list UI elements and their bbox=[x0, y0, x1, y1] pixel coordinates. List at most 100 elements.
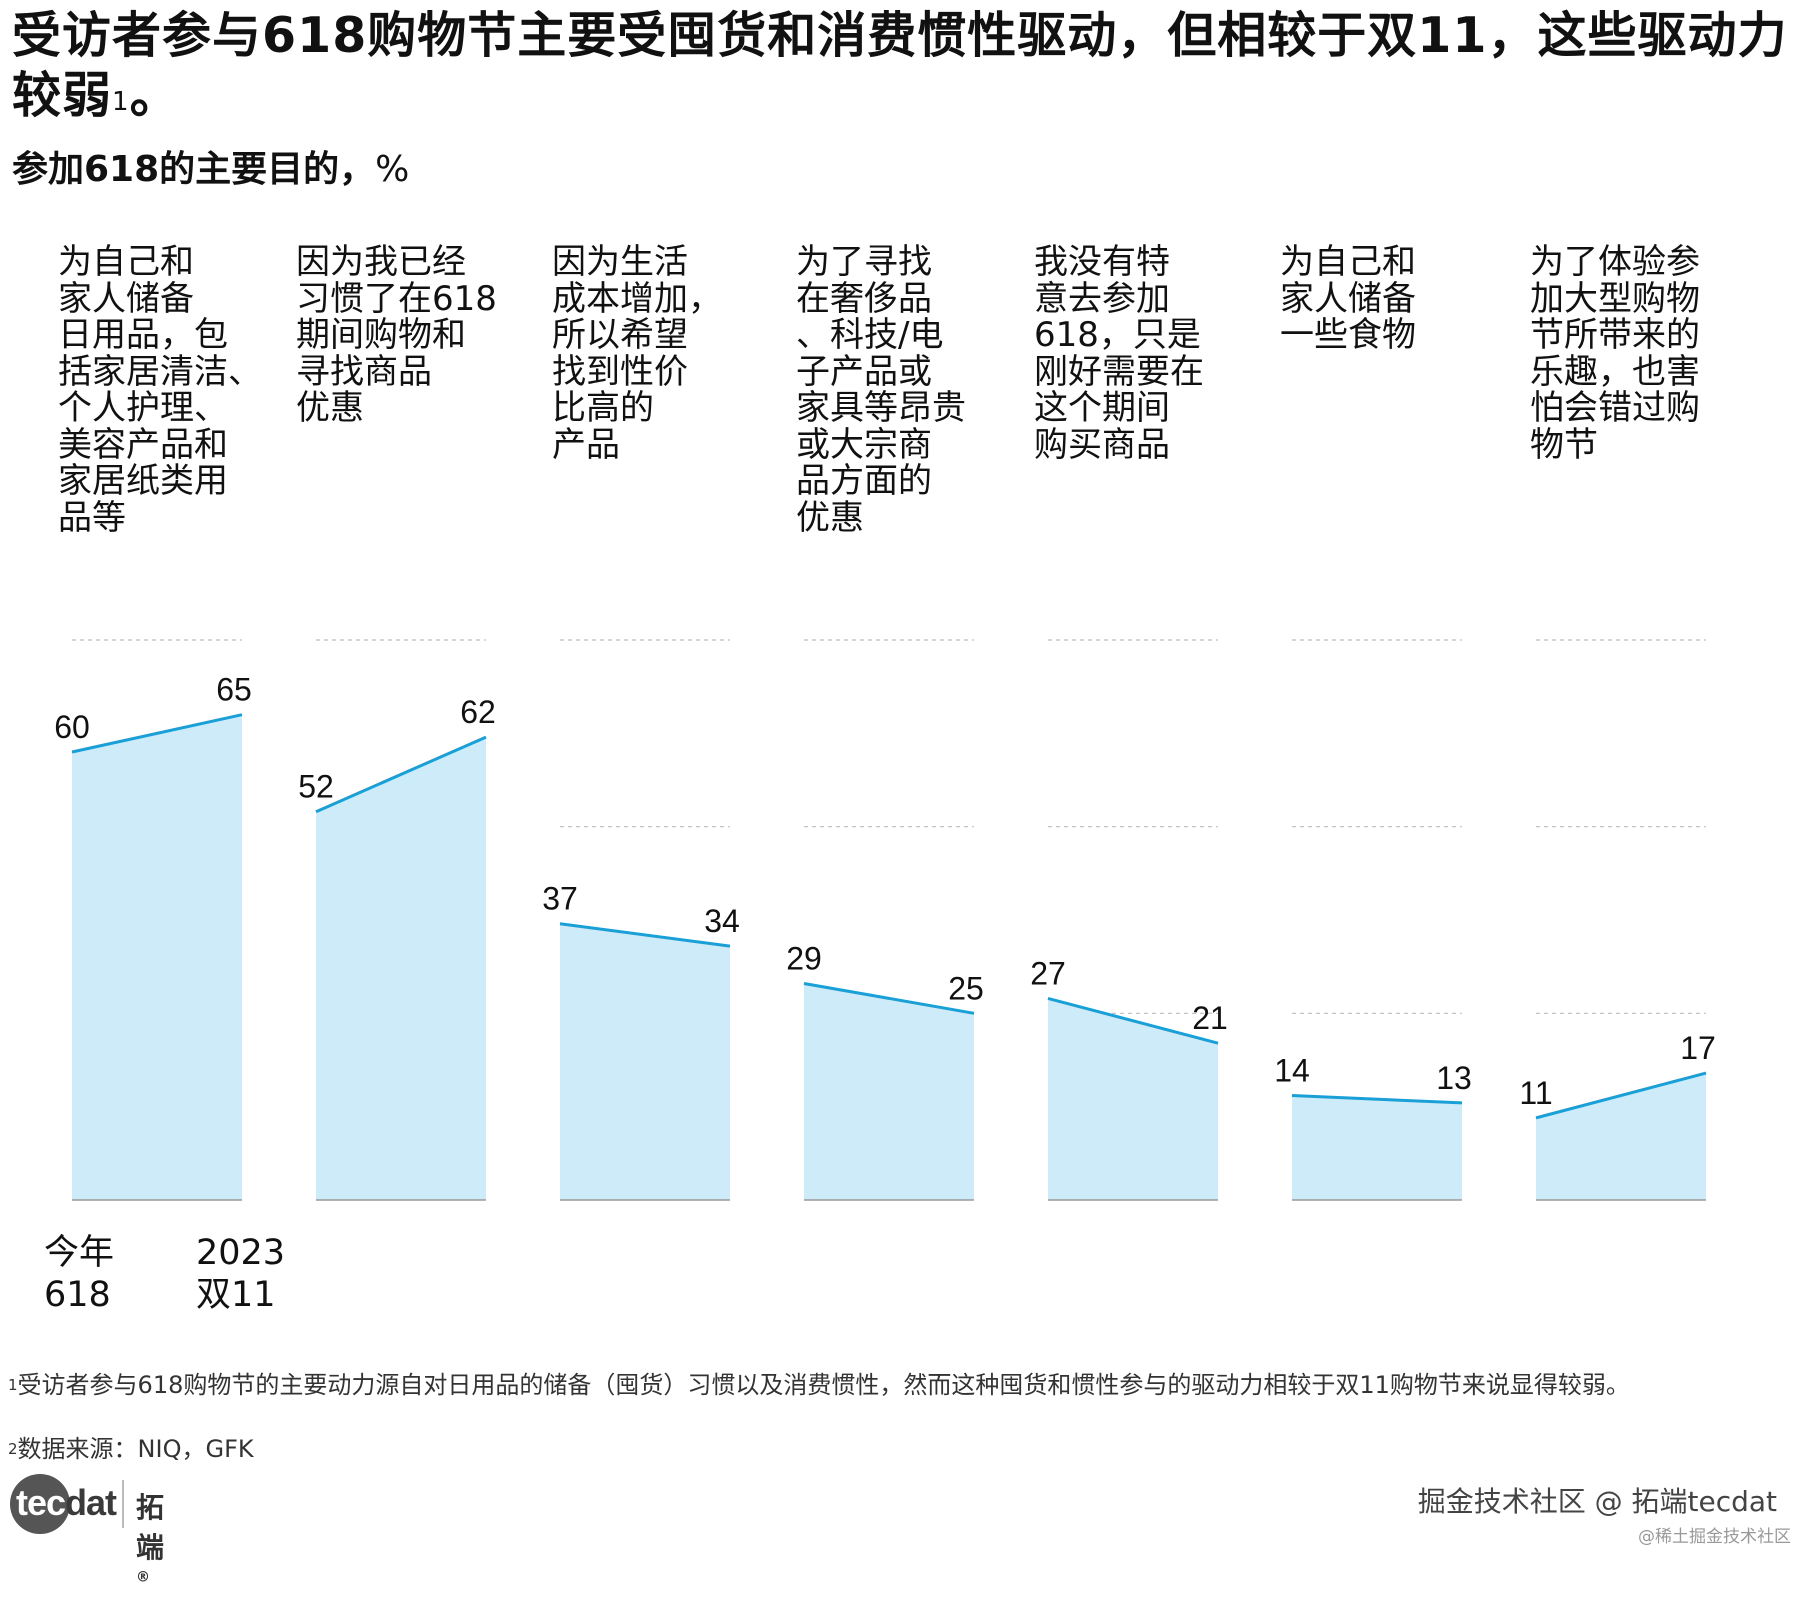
data-label-618-6: 14 bbox=[1274, 1052, 1310, 1088]
logo-cn-text: 拓端 bbox=[136, 1491, 165, 1564]
data-label-double11-3: 34 bbox=[704, 903, 740, 939]
data-label-double11-1: 65 bbox=[216, 672, 252, 708]
chart-title: 受访者参与618购物节主要受囤货和消费惯性驱动，但相较于双11，这些驱动力较弱1… bbox=[12, 6, 1792, 126]
category-label-5-line-2: 意去参加 bbox=[1034, 278, 1170, 319]
category-label-3-line-4: 找到性价 bbox=[552, 351, 688, 392]
category-label-7-line-5: 怕会错过购 bbox=[1530, 388, 1700, 428]
category-label-1-line-8: 品等 bbox=[58, 497, 126, 538]
category-label-1-line-4: 括家居清洁、 bbox=[58, 351, 262, 392]
data-label-double11-4: 25 bbox=[948, 970, 984, 1006]
category-label-2-line-3: 期间购物和 bbox=[296, 315, 466, 355]
data-label-618-2: 52 bbox=[298, 769, 334, 805]
category-label-3-line-5: 比高的 bbox=[552, 388, 654, 428]
category-label-3-line-2: 成本增加， bbox=[552, 278, 722, 319]
category-label-4-line-4: 子产品或 bbox=[796, 351, 932, 392]
category-label-7: 为了体验参 加大型购物 节所带来的 乐趣，也害 怕会错过购 物节 bbox=[1530, 244, 1735, 463]
legend-double11-line2: 双11 bbox=[196, 1275, 276, 1315]
area-chart: 60 65 52 62 37 34 29 25 27 21 14 13 11 17 bbox=[54, 639, 1716, 1201]
area-2 bbox=[316, 737, 486, 1200]
category-label-6: 为自己和 家人储备 一些食物 bbox=[1280, 244, 1485, 354]
footnote-1-marker: 1 bbox=[8, 1376, 18, 1394]
subtitle-text: 参加618的主要目的， bbox=[12, 149, 376, 190]
category-label-5-line-3: 618，只是 bbox=[1034, 315, 1201, 355]
logo-cn: 拓端 ® bbox=[136, 1486, 164, 1599]
logo-text-a: tec bbox=[16, 1482, 66, 1523]
category-label-5: 我没有特 意去参加 618，只是 刚好需要在 这个期间 购买商品 bbox=[1034, 244, 1239, 463]
category-label-3-line-6: 产品 bbox=[552, 424, 620, 465]
category-label-2: 因为我已经 习惯了在618 期间购物和 寻找商品 优惠 bbox=[296, 244, 501, 427]
legend-double11: 2023 双11 bbox=[196, 1232, 285, 1316]
category-label-2-line-2: 习惯了在618 bbox=[296, 278, 497, 319]
data-label-618-1: 60 bbox=[54, 709, 90, 745]
area-4 bbox=[804, 983, 974, 1200]
series-line-4 bbox=[803, 981, 975, 1015]
series-line-1 bbox=[71, 713, 243, 754]
category-label-1-line-2: 家人储备 bbox=[58, 278, 194, 319]
category-label-1-line-1: 为自己和 bbox=[58, 242, 194, 282]
category-label-3-line-3: 所以希望 bbox=[552, 315, 688, 355]
category-label-4-line-6: 或大宗商 bbox=[796, 424, 932, 465]
data-label-618-3: 37 bbox=[542, 881, 578, 917]
category-label-2-line-4: 寻找商品 bbox=[296, 351, 432, 392]
category-label-7-line-4: 乐趣，也害 bbox=[1530, 351, 1700, 392]
legend-618-line2: 618 bbox=[44, 1275, 111, 1315]
area-5 bbox=[1048, 998, 1218, 1200]
series-line-2 bbox=[315, 735, 487, 814]
title-end: 。 bbox=[129, 67, 180, 124]
category-label-7-line-6: 物节 bbox=[1530, 424, 1598, 465]
logo-text-b: dat bbox=[65, 1482, 117, 1523]
area-1 bbox=[72, 714, 242, 1200]
category-label-2-line-5: 优惠 bbox=[296, 388, 364, 428]
category-label-7-line-2: 加大型购物 bbox=[1530, 278, 1700, 319]
subtitle-unit: % bbox=[375, 149, 410, 190]
chart-subtitle: 参加618的主要目的，% bbox=[12, 148, 409, 192]
category-label-2-line-1: 因为我已经 bbox=[296, 242, 466, 282]
category-label-4: 为了寻找 在奢侈品 、科技/电 子产品或 家具等昂贵 或大宗商 品方面的 优惠 bbox=[796, 244, 1001, 536]
series-line-5 bbox=[1047, 996, 1219, 1045]
footnote-2: 2数据来源：NIQ，GFK bbox=[8, 1434, 1788, 1464]
data-label-double11-7: 17 bbox=[1680, 1030, 1716, 1066]
category-label-5-line-5: 这个期间 bbox=[1034, 388, 1170, 428]
logo-divider bbox=[122, 1480, 124, 1528]
data-label-double11-2: 62 bbox=[460, 694, 496, 730]
category-label-5-line-4: 刚好需要在 bbox=[1034, 351, 1204, 392]
data-label-618-7: 11 bbox=[1519, 1075, 1552, 1111]
category-label-1-line-3: 日用品，包 bbox=[58, 315, 228, 355]
category-label-4-line-5: 家具等昂贵 bbox=[796, 388, 966, 428]
legend-618: 今年 618 bbox=[44, 1232, 114, 1316]
logo-wordmark: tecdat bbox=[16, 1482, 117, 1524]
category-label-1-line-7: 家居纸类用 bbox=[58, 461, 228, 501]
category-label-1-line-5: 个人护理、 bbox=[58, 388, 228, 428]
category-label-4-line-1: 为了寻找 bbox=[796, 242, 932, 282]
footnote-2-text: 数据来源：NIQ，GFK bbox=[17, 1435, 254, 1463]
series-line-6 bbox=[1291, 1093, 1463, 1105]
data-label-618-5: 27 bbox=[1030, 955, 1066, 991]
title-footnote-ref: 1 bbox=[112, 87, 130, 117]
legend-618-line1: 今年 bbox=[44, 1233, 115, 1273]
data-label-double11-6: 13 bbox=[1436, 1060, 1472, 1096]
category-label-5-line-1: 我没有特 bbox=[1034, 242, 1170, 282]
category-label-3: 因为生活 成本增加， 所以希望 找到性价 比高的 产品 bbox=[552, 244, 757, 463]
area-7 bbox=[1536, 1073, 1706, 1200]
logo-registered: ® bbox=[136, 1569, 150, 1586]
category-label-1-line-6: 美容产品和 bbox=[58, 424, 228, 465]
category-label-5-line-6: 购买商品 bbox=[1034, 424, 1170, 465]
area-6 bbox=[1292, 1095, 1462, 1200]
category-label-4-line-7: 品方面的 bbox=[796, 461, 932, 501]
footnote-1: 1受访者参与618购物节的主要动力源自对日用品的储备（囤货）习惯以及消费惯性，然… bbox=[8, 1370, 1788, 1400]
data-label-double11-5: 21 bbox=[1192, 1000, 1228, 1036]
legend-double11-line1: 2023 bbox=[196, 1233, 286, 1273]
category-label-7-line-3: 节所带来的 bbox=[1530, 315, 1700, 355]
category-label-6-line-1: 为自己和 bbox=[1280, 242, 1416, 282]
footnote-1-text: 受访者参与618购物节的主要动力源自对日用品的储备（囤货）习惯以及消费惯性，然而… bbox=[17, 1371, 1630, 1399]
category-label-3-line-1: 因为生活 bbox=[552, 242, 688, 282]
category-label-4-line-3: 、科技/电 bbox=[796, 315, 944, 355]
data-label-618-4: 29 bbox=[786, 940, 822, 976]
area-3 bbox=[560, 923, 730, 1200]
category-label-6-line-3: 一些食物 bbox=[1280, 315, 1416, 355]
category-label-6-line-2: 家人储备 bbox=[1280, 278, 1416, 319]
category-label-7-line-1: 为了体验参 bbox=[1530, 242, 1700, 282]
category-label-4-line-2: 在奢侈品 bbox=[796, 278, 932, 319]
footnote-2-marker: 2 bbox=[8, 1440, 18, 1458]
logo-circle-icon bbox=[10, 1474, 70, 1534]
